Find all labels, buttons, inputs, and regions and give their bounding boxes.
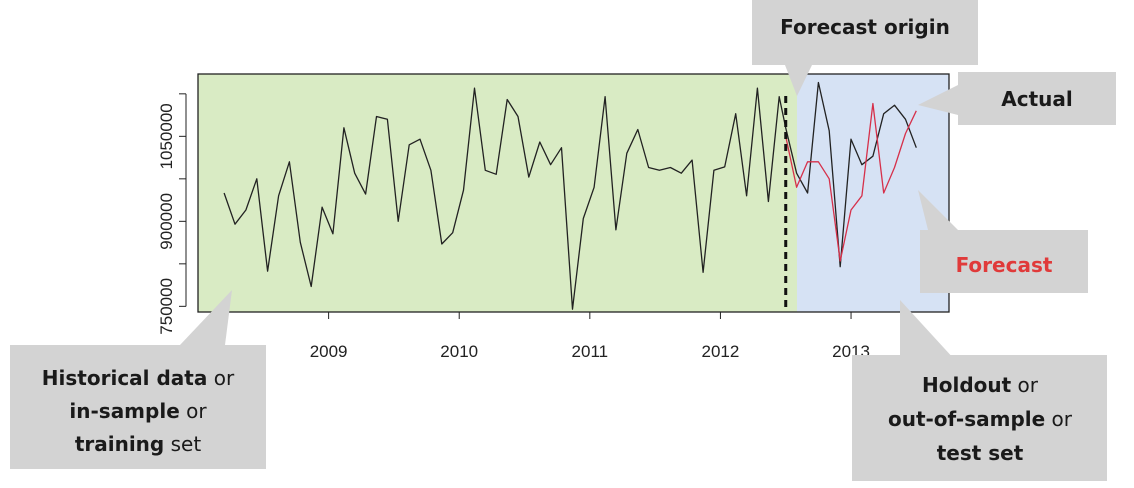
callout-forecast-text: Forecast [956, 253, 1053, 277]
holdout-line3-bold: test set [937, 441, 1024, 465]
x-tick-label: 2010 [440, 342, 478, 361]
x-axis: 2009 2010 2011 2012 2013 [310, 312, 870, 361]
callout-forecast-origin-text: Forecast origin [780, 15, 950, 39]
callout-forecast-origin: Forecast origin [752, 0, 978, 96]
holdout-line1-rest: or [1011, 373, 1039, 397]
callout-forecast: Forecast [918, 190, 1088, 293]
historical-line1-bold: Historical data [42, 366, 208, 390]
callout-historical: Historical data or in-sample or training… [10, 290, 266, 469]
holdout-line2-bold: out-of-sample [888, 407, 1045, 431]
historical-line1-rest: or [207, 366, 235, 390]
y-tick-label: 750000 [157, 278, 176, 335]
svg-text:training set: training set [75, 432, 202, 456]
x-tick-label: 2009 [310, 342, 348, 361]
holdout-line1-bold: Holdout [922, 373, 1012, 397]
callout-holdout: Holdout or out-of-sample or test set [852, 300, 1107, 481]
callout-actual: Actual [918, 72, 1116, 125]
y-tick-label: 1050000 [157, 103, 176, 169]
svg-text:Historical data or: Historical data or [42, 366, 235, 390]
svg-text:test set: test set [937, 441, 1024, 465]
plot-frame [197, 73, 950, 313]
svg-text:Holdout or: Holdout or [922, 373, 1039, 397]
callout-actual-text: Actual [1001, 87, 1072, 111]
historical-line3-bold: training [75, 432, 164, 456]
svg-text:in-sample or: in-sample or [69, 399, 207, 423]
x-tick-label: 2012 [702, 342, 740, 361]
y-tick-label: 900000 [157, 193, 176, 250]
svg-text:out-of-sample or: out-of-sample or [888, 407, 1073, 431]
y-axis: 750000 900000 1050000 [157, 93, 187, 335]
historical-line2-bold: in-sample [69, 399, 179, 423]
series-line-forecast [785, 102, 917, 262]
holdout-line2-rest: or [1045, 407, 1073, 431]
series-layer [223, 81, 917, 310]
x-tick-label: 2011 [572, 342, 609, 361]
historical-line3-rest: set [164, 432, 201, 456]
historical-line2-rest: or [180, 399, 208, 423]
in-sample-region [198, 74, 797, 312]
